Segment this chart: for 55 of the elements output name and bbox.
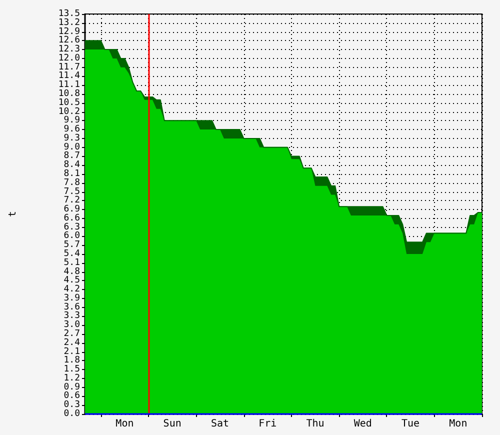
y-tick-label: 13.5 [58,9,80,19]
y-tick-label: 5.7 [64,240,80,250]
x-tick-label: Mon [116,418,134,430]
y-tick-label: 1.8 [64,356,80,366]
y-tick-label: 12.6 [58,36,80,46]
y-tick-label: 3.9 [64,293,80,304]
y-tick-label: 4.5 [64,276,80,286]
y-tick-label: 11.4 [58,71,80,82]
y-tick-label: 7.5 [64,186,80,197]
y-tick-label: 13.2 [58,18,80,28]
y-tick-label: 7.8 [64,178,80,188]
x-tick-label: Mon [449,418,468,430]
y-tick-label: 8.7 [64,151,80,162]
x-tick-label: Wed [354,418,372,430]
y-tick-label: 6.3 [64,222,80,232]
y-tick-label: 11.1 [58,80,80,90]
y-axis-title: t [8,210,18,218]
y-tick-label: 1.5 [64,364,80,375]
y-tick-label: 8.4 [64,160,80,170]
x-tick-label: Sat [210,418,230,430]
y-tick-label: 6.0 [64,231,80,242]
x-tick-label: Tue [402,418,420,430]
y-tick-label: 2.4 [64,338,80,348]
y-tick-label: 10.5 [58,98,80,108]
y-tick-label: 10.8 [58,89,80,99]
y-tick-label: 3.3 [64,311,80,322]
y-tick-label: 12.3 [58,44,80,55]
y-tick-label: 5.4 [64,249,80,259]
y-tick-label: 10.2 [58,106,80,117]
y-tick-label: 4.8 [64,266,80,277]
y-tick-label: 3.0 [64,320,80,330]
y-tick-label: 1.2 [64,373,80,384]
y-tick-label: 5.1 [64,258,80,268]
x-tick-label: Thu [306,418,324,430]
y-tick-label: 2.1 [64,346,80,357]
y-tick-label: 6.6 [64,213,80,224]
x-tick-label: Sun [163,418,182,430]
y-tick-label: 4.2 [64,284,80,295]
y-tick-label: 0.0 [64,409,80,419]
y-tick-label: 9.9 [64,116,80,126]
y-tick-label: 9.3 [64,133,80,144]
y-tick-label: 2.7 [64,329,80,339]
y-tick-label: 8.1 [64,169,80,179]
y-tick-label: 7.2 [64,196,80,206]
y-tick-label: 9.6 [64,124,80,135]
x-tick-label: Fri [258,418,277,430]
y-tick-label: 6.9 [64,204,80,215]
y-tick-label: 12.0 [58,53,80,64]
y-tick-label: 9.0 [64,142,80,152]
y-tick-label: 0.9 [64,382,80,392]
y-tick-label: 0.6 [64,391,80,402]
y-tick-label: 0.3 [64,400,80,410]
y-tick-label: 12.9 [58,26,80,37]
y-tick-label: 3.6 [64,302,80,312]
y-tick-label: 11.7 [58,62,80,72]
